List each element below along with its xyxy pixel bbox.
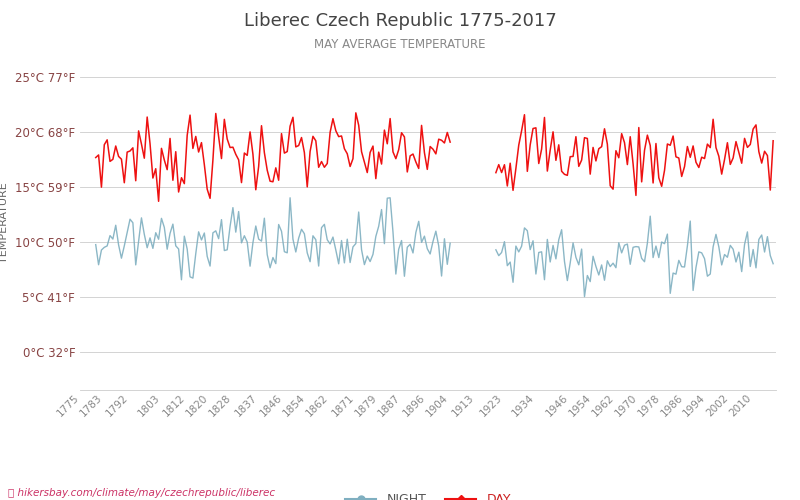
Text: ⌖ hikersbay.com/climate/may/czechrepublic/liberec: ⌖ hikersbay.com/climate/may/czechrepubli… xyxy=(8,488,275,498)
Text: MAY AVERAGE TEMPERATURE: MAY AVERAGE TEMPERATURE xyxy=(314,38,486,51)
Text: Liberec Czech Republic 1775-2017: Liberec Czech Republic 1775-2017 xyxy=(244,12,556,30)
Legend: NIGHT, DAY: NIGHT, DAY xyxy=(340,488,516,500)
Y-axis label: TEMPERATURE: TEMPERATURE xyxy=(0,182,10,263)
